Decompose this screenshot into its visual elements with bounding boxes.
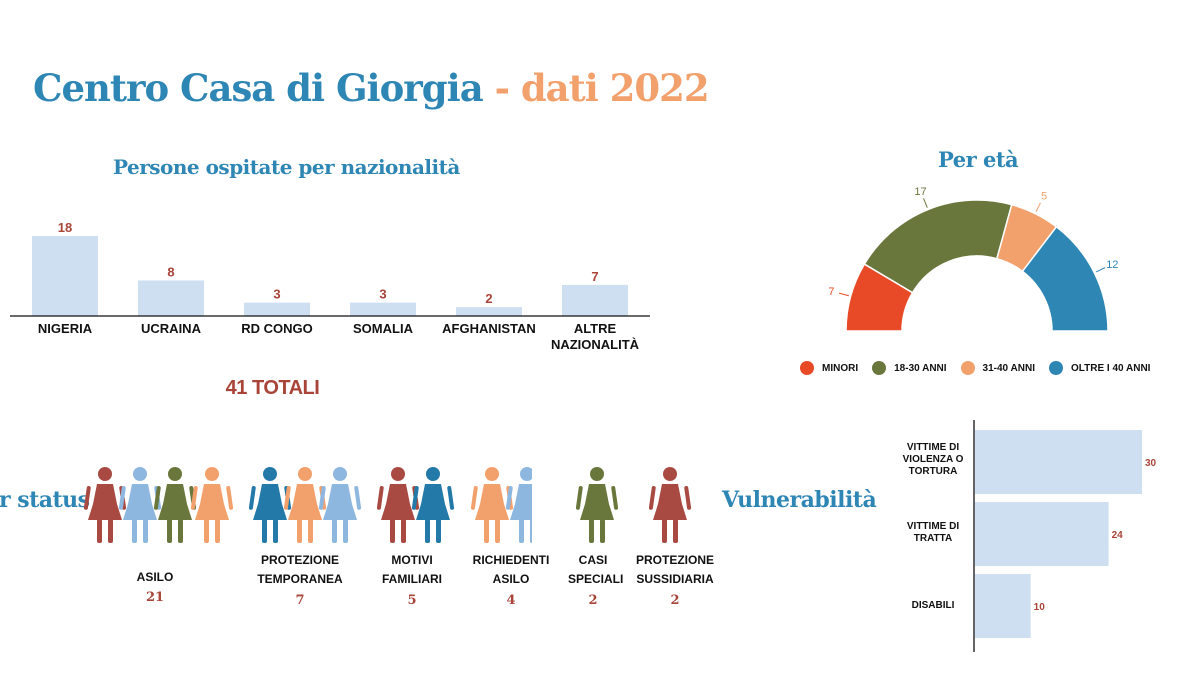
clip-mask [532, 462, 562, 552]
age-subtitle: Per età [938, 147, 1019, 172]
title-year: dati 2022 [520, 66, 710, 110]
category-label-rd-congo: RD CONGO [241, 321, 313, 336]
bar-afghanistan [456, 307, 522, 316]
vulnerability-subtitle: Vulnerabilità [722, 487, 877, 513]
legend-label: OLTRE I 40 ANNI [1070, 362, 1151, 374]
value-label-vittime-di-tratta: 24 [1112, 530, 1124, 541]
total-label: 41 TOTALI [225, 377, 320, 399]
person-icon [470, 467, 514, 543]
person-icon [376, 467, 420, 543]
person-icon [118, 467, 162, 543]
bar-disabili [975, 574, 1031, 638]
age-legend: MINORI 18-30 ANNI 31-40 ANNI OLTRE I 40 ANN… [800, 361, 1150, 375]
slice-oltre-i-40-anni [1021, 225, 1109, 332]
status-label-asilo: ASILO [136, 570, 174, 584]
category-label-ucraina: UCRAINA [141, 321, 201, 336]
legend-item-18-30-anni: 18-30 ANNI [872, 361, 947, 375]
person-icon [318, 467, 362, 543]
value-label-nigeria: 18 [58, 220, 72, 235]
legend-label: 18-30 ANNI [894, 362, 947, 374]
status-count-motivi-familiari: 5 [407, 593, 417, 608]
status-label-motivi-familiari: MOTIVI FAMILIARI [382, 553, 442, 586]
bar-rd-congo [244, 302, 310, 316]
status-count-richiedenti-asilo: 4 [506, 593, 516, 608]
value-label-afghanistan: 2 [485, 291, 492, 306]
person-icon [648, 467, 692, 543]
value-label-oltre-i-40-anni: 12 [1106, 259, 1118, 271]
value-label-rd-congo: 3 [273, 287, 280, 302]
legend-item-31-40-anni: 31-40 ANNI [960, 361, 1035, 375]
person-icon [190, 467, 234, 543]
value-label-ucraina: 8 [167, 264, 174, 279]
age-half-donut-chart: 7 17 5 12 [828, 186, 1118, 332]
bar-vittime-di-tratta [975, 502, 1109, 566]
title-dash: - [482, 66, 521, 110]
category-label-vittime-di-violenza-o-tortura: VITTIME DI VIOLENZA O TORTURA [902, 442, 964, 477]
leader-31-40-anni [1035, 202, 1041, 213]
leader-18-30-anni [923, 198, 928, 208]
legend-label: MINORI [822, 362, 859, 374]
status-count-casi-speciali: 2 [588, 593, 598, 608]
category-label-afghanistan: AFGHANISTAN [442, 321, 536, 336]
status-subtitle: Per status [0, 487, 90, 513]
bar-vittime-di-violenza-o-tortura [975, 430, 1142, 494]
value-label-18-30-anni: 17 [914, 186, 926, 198]
status-count-protezione-temporanea: 7 [295, 593, 305, 608]
category-label-disabili: DISABILI [911, 600, 955, 611]
value-label-vittime-di-violenza-o-tortura: 30 [1145, 458, 1157, 469]
leader-oltre-i-40-anni [1095, 267, 1106, 273]
person-icon [83, 467, 127, 543]
value-label-disabili: 10 [1034, 602, 1046, 613]
bar-ucraina [138, 280, 204, 316]
person-icon [575, 467, 619, 543]
nationality-bar-chart: 18 8 3 3 2 7 [10, 220, 650, 317]
status-label-protezione-temporanea: PROTEZIONE TEMPORANEA [257, 553, 343, 586]
legend-item-oltre-i-40-anni: OLTRE I 40 ANNI [1048, 361, 1151, 375]
title-main: Centro Casa di Giorgia [33, 66, 484, 110]
status-label-casi-speciali: CASI SPECIALI [568, 553, 624, 586]
bar-somalia [350, 302, 416, 316]
legend-swatch [800, 361, 814, 375]
category-label-somalia: SOMALIA [353, 321, 413, 336]
value-label-altre-nazionalita: 7 [591, 269, 598, 284]
status-label-richiedenti-asilo: RICHIEDENTI ASILO [472, 553, 550, 586]
value-label-somalia: 3 [379, 287, 386, 302]
status-count-asilo: 21 [145, 590, 165, 605]
legend-item-minori: MINORI [800, 361, 858, 375]
legend-swatch [960, 361, 975, 375]
page-title: Centro Casa di Giorgia - dati 2022 [33, 66, 710, 110]
status-label-protezione-sussidiaria: PROTEZIONE SUSSIDIARIA [635, 553, 714, 586]
vulnerability-bar-chart: 30 24 10 [973, 420, 1157, 652]
status-people-icons [83, 462, 692, 552]
bar-altre-nazionalita [562, 284, 628, 316]
status-count-protezione-sussidiaria: 2 [670, 593, 680, 608]
category-label-nigeria: NIGERIA [37, 321, 93, 336]
person-icon [411, 467, 455, 543]
bar-nigeria [32, 236, 98, 316]
leader-minori [838, 292, 849, 297]
value-label-minori: 7 [828, 286, 834, 298]
category-label-vittime-di-tratta: VITTIME DI TRATTA [906, 521, 960, 544]
value-label-31-40-anni: 5 [1041, 191, 1047, 203]
nationality-subtitle: Persone ospitate per nazionalità [113, 155, 460, 179]
category-label-altre-nazionalita: ALTRE NAZIONALITÀ [550, 321, 640, 352]
legend-label: 31-40 ANNI [982, 362, 1035, 374]
legend-swatch [872, 361, 887, 375]
legend-swatch [1048, 361, 1063, 375]
